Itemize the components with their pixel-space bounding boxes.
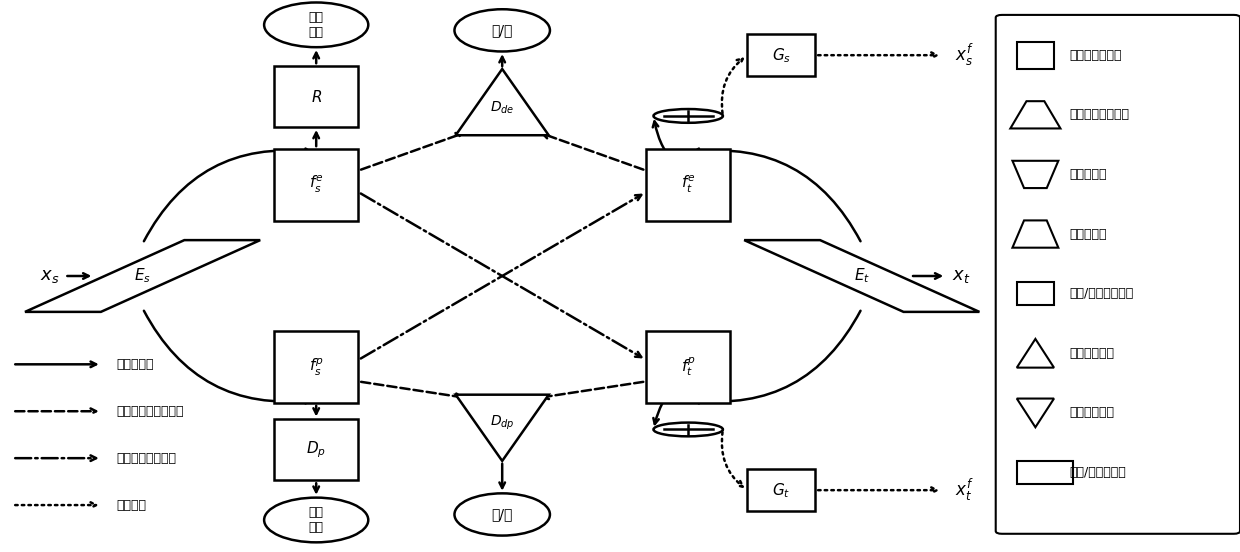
Text: 源域特征提取器: 源域特征提取器 xyxy=(1069,49,1121,62)
Text: $G_s$: $G_s$ xyxy=(771,46,791,65)
Text: 真/假: 真/假 xyxy=(491,23,513,38)
Bar xyxy=(274,66,358,127)
Polygon shape xyxy=(1012,161,1059,188)
Polygon shape xyxy=(456,395,549,461)
Text: $f_s^p$: $f_s^p$ xyxy=(309,357,324,378)
Ellipse shape xyxy=(653,109,723,123)
Text: 角度域判别器: 角度域判别器 xyxy=(1069,406,1114,420)
Text: 交叉对抗解耦学习: 交叉对抗解耦学习 xyxy=(117,452,176,465)
Text: 角度识别器: 角度识别器 xyxy=(1069,227,1106,241)
Text: $f_t^e$: $f_t^e$ xyxy=(681,174,696,195)
Text: $R$: $R$ xyxy=(311,89,321,104)
Text: $x_s$: $x_s$ xyxy=(40,267,60,285)
Text: $D_{dp}$: $D_{dp}$ xyxy=(490,413,515,432)
Polygon shape xyxy=(1017,339,1054,368)
Bar xyxy=(274,149,358,221)
Text: 表情识别器: 表情识别器 xyxy=(1069,168,1106,181)
Bar xyxy=(1017,461,1073,484)
Text: $G_t$: $G_t$ xyxy=(773,481,790,500)
Bar xyxy=(274,420,358,480)
Text: $f_t^p$: $f_t^p$ xyxy=(681,355,696,379)
Ellipse shape xyxy=(264,2,368,47)
Text: 表情
类别: 表情 类别 xyxy=(309,11,324,39)
Text: 有监督学习: 有监督学习 xyxy=(117,358,154,371)
Ellipse shape xyxy=(455,493,551,535)
Ellipse shape xyxy=(264,498,368,542)
Text: 重构学习: 重构学习 xyxy=(117,498,146,512)
Text: 源域/目标域特征: 源域/目标域特征 xyxy=(1069,466,1126,479)
Text: 对抗领域自适应学习: 对抗领域自适应学习 xyxy=(117,405,184,418)
Bar xyxy=(746,34,816,76)
Bar xyxy=(646,149,730,221)
Text: 真/假: 真/假 xyxy=(491,507,513,522)
Polygon shape xyxy=(456,69,549,135)
Text: $x_t^f$: $x_t^f$ xyxy=(955,477,973,503)
Text: 表情域判别器: 表情域判别器 xyxy=(1069,347,1114,360)
Text: 源域/目标域生成器: 源域/目标域生成器 xyxy=(1069,287,1133,300)
Text: $E_s$: $E_s$ xyxy=(134,267,151,285)
Polygon shape xyxy=(25,240,260,312)
Polygon shape xyxy=(1012,220,1059,248)
Text: $D_p$: $D_p$ xyxy=(306,439,326,460)
Text: $E_t$: $E_t$ xyxy=(853,267,870,285)
Text: $x_s^f$: $x_s^f$ xyxy=(955,42,973,68)
Text: 角度
类别: 角度 类别 xyxy=(309,506,324,534)
Bar xyxy=(646,331,730,403)
Polygon shape xyxy=(1017,399,1054,427)
Bar xyxy=(1017,282,1054,305)
Bar xyxy=(746,469,816,511)
FancyBboxPatch shape xyxy=(996,15,1240,534)
Ellipse shape xyxy=(455,9,551,51)
Bar xyxy=(274,331,358,403)
Text: $x_t$: $x_t$ xyxy=(952,267,970,285)
Bar xyxy=(1017,41,1054,69)
Polygon shape xyxy=(1011,101,1060,129)
Text: $D_{de}$: $D_{de}$ xyxy=(490,99,515,115)
Text: 目标域特征提取器: 目标域特征提取器 xyxy=(1069,108,1128,121)
Polygon shape xyxy=(744,240,980,312)
Text: $f_s^e$: $f_s^e$ xyxy=(309,174,324,195)
Ellipse shape xyxy=(653,423,723,436)
